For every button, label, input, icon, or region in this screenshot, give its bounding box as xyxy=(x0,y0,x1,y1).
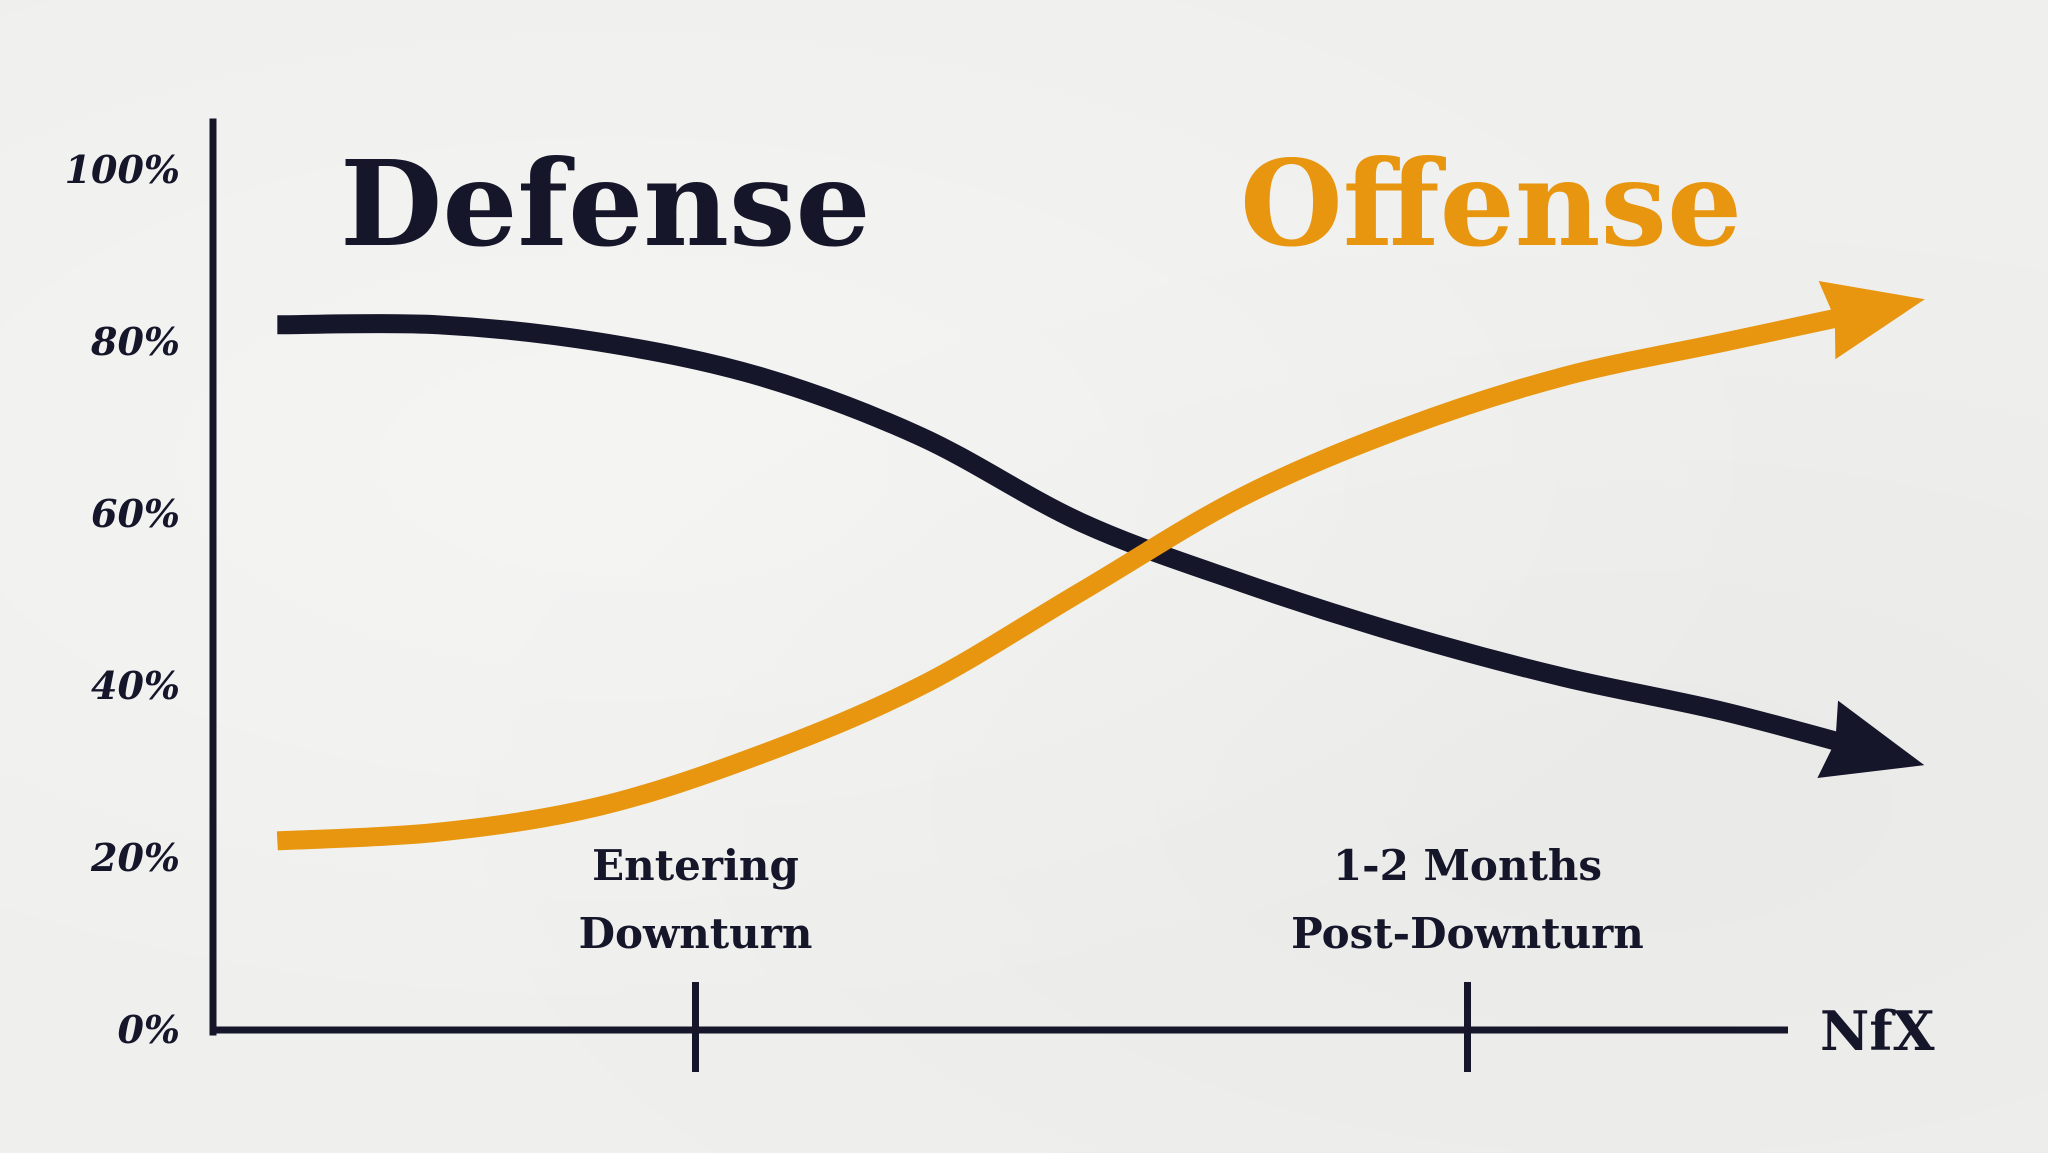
series-line-offense xyxy=(276,298,1888,851)
y-tick-label: 40% xyxy=(91,663,180,708)
series-lines xyxy=(276,281,1925,851)
y-tick-label: 60% xyxy=(91,491,180,536)
series-titles: Defense Offense xyxy=(340,134,1742,273)
y-tick-label: 80% xyxy=(90,319,180,364)
series-title-defense: Defense xyxy=(340,134,871,273)
y-tick-label: 100% xyxy=(65,147,180,192)
y-tick-label: 20% xyxy=(90,835,180,880)
x-ticks: Entering Downturn 1-2 Months Post-Downturn xyxy=(579,841,1644,1072)
arrowhead-defense xyxy=(1817,700,1925,778)
x-category-label: Entering Downturn xyxy=(579,841,813,958)
series-line-defense xyxy=(277,314,1889,764)
arrowhead-offense xyxy=(1818,281,1925,360)
brand-logo-text: NfX xyxy=(1820,999,1935,1063)
x-category-label: 1-2 Months Post-Downturn xyxy=(1291,841,1644,958)
series-title-offense: Offense xyxy=(1240,134,1742,273)
y-tick-labels: 0% 20% 40% 60% 80% 100% xyxy=(65,147,180,1052)
y-tick-label: 0% xyxy=(117,1007,180,1052)
